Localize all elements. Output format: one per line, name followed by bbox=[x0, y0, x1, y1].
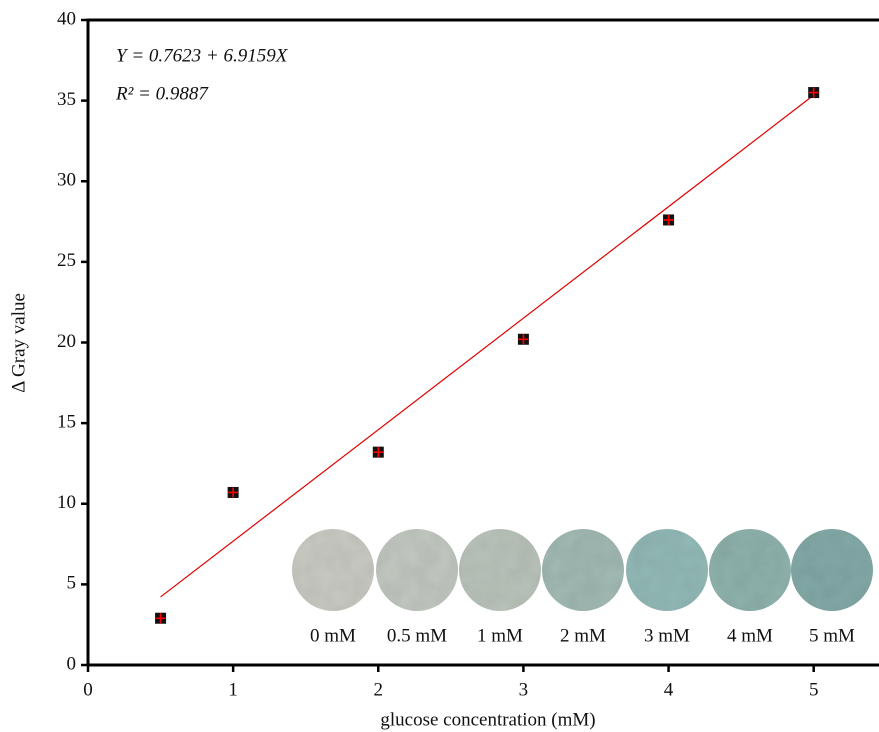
marker-cross bbox=[518, 334, 529, 345]
x-tick-label: 0 bbox=[83, 679, 93, 700]
fit-line bbox=[160, 94, 815, 598]
y-tick-label: 0 bbox=[67, 653, 77, 674]
sample-photo bbox=[376, 529, 458, 611]
x-tick-label: 1 bbox=[228, 679, 238, 700]
data-point bbox=[517, 333, 529, 345]
sample-photo bbox=[542, 529, 624, 611]
marker-cross bbox=[808, 87, 819, 98]
y-tick-label: 35 bbox=[57, 89, 76, 110]
sample-photo bbox=[709, 529, 791, 611]
y-tick-label: 20 bbox=[57, 331, 76, 352]
x-tick-label: 2 bbox=[374, 679, 384, 700]
marker-cross bbox=[373, 447, 384, 458]
marker-cross bbox=[228, 487, 239, 498]
y-tick-label: 5 bbox=[67, 573, 77, 594]
x-tick-label: 3 bbox=[519, 679, 529, 700]
inset-label: 0 mM bbox=[310, 625, 356, 646]
sample-photo bbox=[459, 529, 541, 611]
y-tick-label: 30 bbox=[57, 170, 76, 191]
equation: Y = 0.7623 + 6.9159X bbox=[116, 45, 289, 66]
y-tick-label: 15 bbox=[57, 411, 76, 432]
data-point bbox=[227, 486, 239, 498]
inset-label: 3 mM bbox=[644, 625, 690, 646]
y-tick-label: 25 bbox=[57, 250, 76, 271]
data-point bbox=[663, 214, 675, 226]
data-point bbox=[372, 446, 384, 458]
x-tick-label: 4 bbox=[664, 679, 674, 700]
x-tick-label: 5 bbox=[809, 679, 819, 700]
x-axis-title: glucose concentration (mM) bbox=[380, 709, 595, 730]
data-point bbox=[808, 87, 820, 99]
inset-label: 4 mM bbox=[727, 625, 773, 646]
y-tick-label: 10 bbox=[57, 492, 76, 513]
y-axis-title: Δ Gray value bbox=[8, 293, 29, 393]
inset-label: 1 mM bbox=[477, 625, 523, 646]
sample-photo bbox=[292, 529, 374, 611]
inset-photos bbox=[292, 529, 873, 611]
sample-photo bbox=[791, 529, 873, 611]
y-tick-label: 40 bbox=[57, 8, 76, 29]
marker-cross bbox=[155, 613, 166, 624]
sample-photo bbox=[626, 529, 708, 611]
data-point bbox=[155, 612, 167, 624]
marker-cross bbox=[663, 214, 674, 225]
r-squared: R² = 0.9887 bbox=[115, 83, 209, 104]
inset-label: 5 mM bbox=[809, 625, 855, 646]
inset-label: 2 mM bbox=[560, 625, 606, 646]
inset-label: 0.5 mM bbox=[387, 625, 447, 646]
